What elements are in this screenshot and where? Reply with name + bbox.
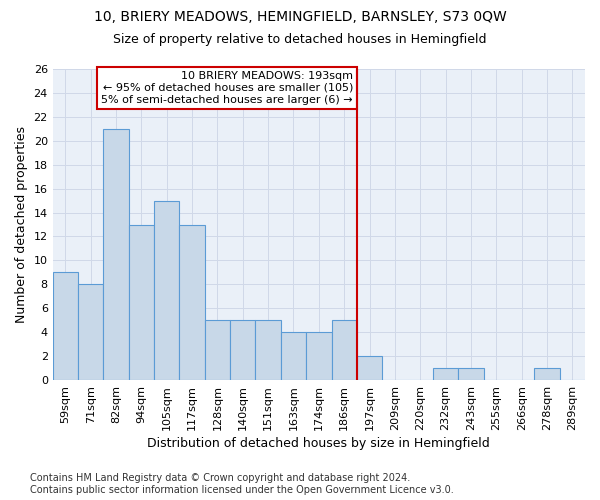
Bar [230, 320, 256, 380]
Text: 10 BRIERY MEADOWS: 193sqm
← 95% of detached houses are smaller (105)
5% of semi-: 10 BRIERY MEADOWS: 193sqm ← 95% of detac… [101, 72, 353, 104]
Y-axis label: Number of detached properties: Number of detached properties [15, 126, 28, 323]
Bar [535, 368, 560, 380]
Text: Size of property relative to detached houses in Hemingfield: Size of property relative to detached ho… [113, 32, 487, 46]
Bar [281, 332, 306, 380]
Bar [433, 368, 458, 380]
Text: 10, BRIERY MEADOWS, HEMINGFIELD, BARNSLEY, S73 0QW: 10, BRIERY MEADOWS, HEMINGFIELD, BARNSLE… [94, 10, 506, 24]
Bar [78, 284, 103, 380]
Bar [179, 224, 205, 380]
Bar [53, 272, 78, 380]
X-axis label: Distribution of detached houses by size in Hemingfield: Distribution of detached houses by size … [148, 437, 490, 450]
Bar [129, 224, 154, 380]
Bar [256, 320, 281, 380]
Bar [357, 356, 382, 380]
Bar [154, 200, 179, 380]
Text: Contains HM Land Registry data © Crown copyright and database right 2024.
Contai: Contains HM Land Registry data © Crown c… [30, 474, 454, 495]
Bar [205, 320, 230, 380]
Bar [306, 332, 332, 380]
Bar [332, 320, 357, 380]
Bar [458, 368, 484, 380]
Bar [103, 129, 129, 380]
